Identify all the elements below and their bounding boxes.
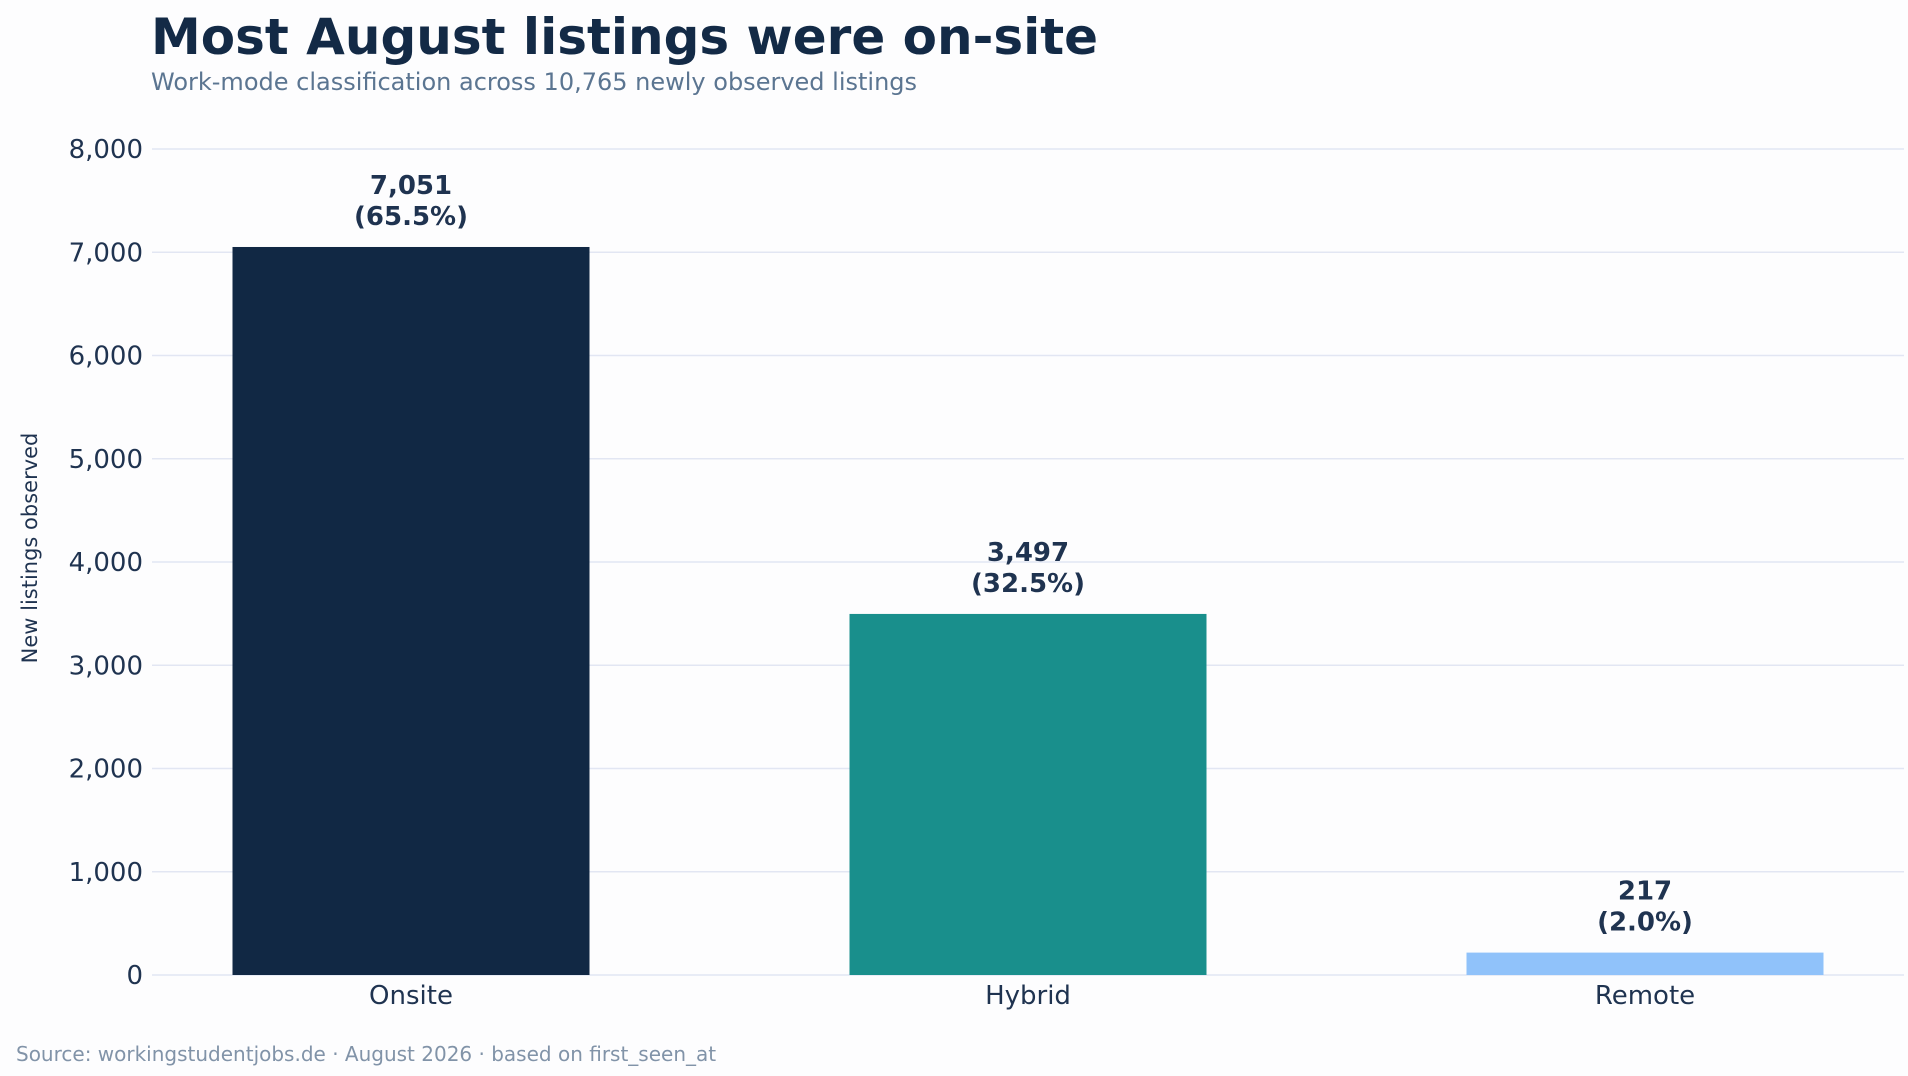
bars [232,246,1824,975]
x-category-label: Hybrid [985,981,1071,1011]
chart-subtitle: Work-mode classification across 10,765 n… [151,68,918,96]
y-tick-label: 8,000 [69,135,143,165]
y-tick-label: 5,000 [69,445,143,475]
percent-label: (65.5%) [354,202,468,232]
x-axis-categories: Onsite Hybrid Remote [369,981,1695,1011]
y-tick-label: 1,000 [69,858,143,888]
y-axis-title: New listings observed [18,433,42,664]
percent-label: (2.0%) [1597,908,1693,938]
bar-hybrid [849,613,1207,975]
y-tick-label: 6,000 [69,342,143,372]
y-axis-ticks: 0 1,000 2,000 3,000 4,000 5,000 6,000 7,000 8,00… [69,135,143,991]
y-tick-label: 4,000 [69,548,143,578]
x-category-label: Remote [1595,981,1695,1011]
data-labels: 7,051(65.5%) 3,497(32.5%) 217(2.0%) [354,171,1693,938]
bar-onsite [232,246,590,975]
bar-remote [1466,952,1824,975]
value-label: 7,051 [370,171,452,201]
y-tick-label: 2,000 [69,755,143,785]
y-tick-label: 0 [126,961,143,991]
value-label: 217 [1618,877,1672,907]
chart-title: Most August listings were on-site [151,8,1099,66]
source-note: Source: workingstudentjobs.de · August 2… [16,1042,717,1066]
value-label: 3,497 [987,538,1069,568]
y-tick-label: 7,000 [69,238,143,268]
y-tick-label: 3,000 [69,651,143,681]
x-category-label: Onsite [369,981,453,1011]
percent-label: (32.5%) [971,569,1085,599]
